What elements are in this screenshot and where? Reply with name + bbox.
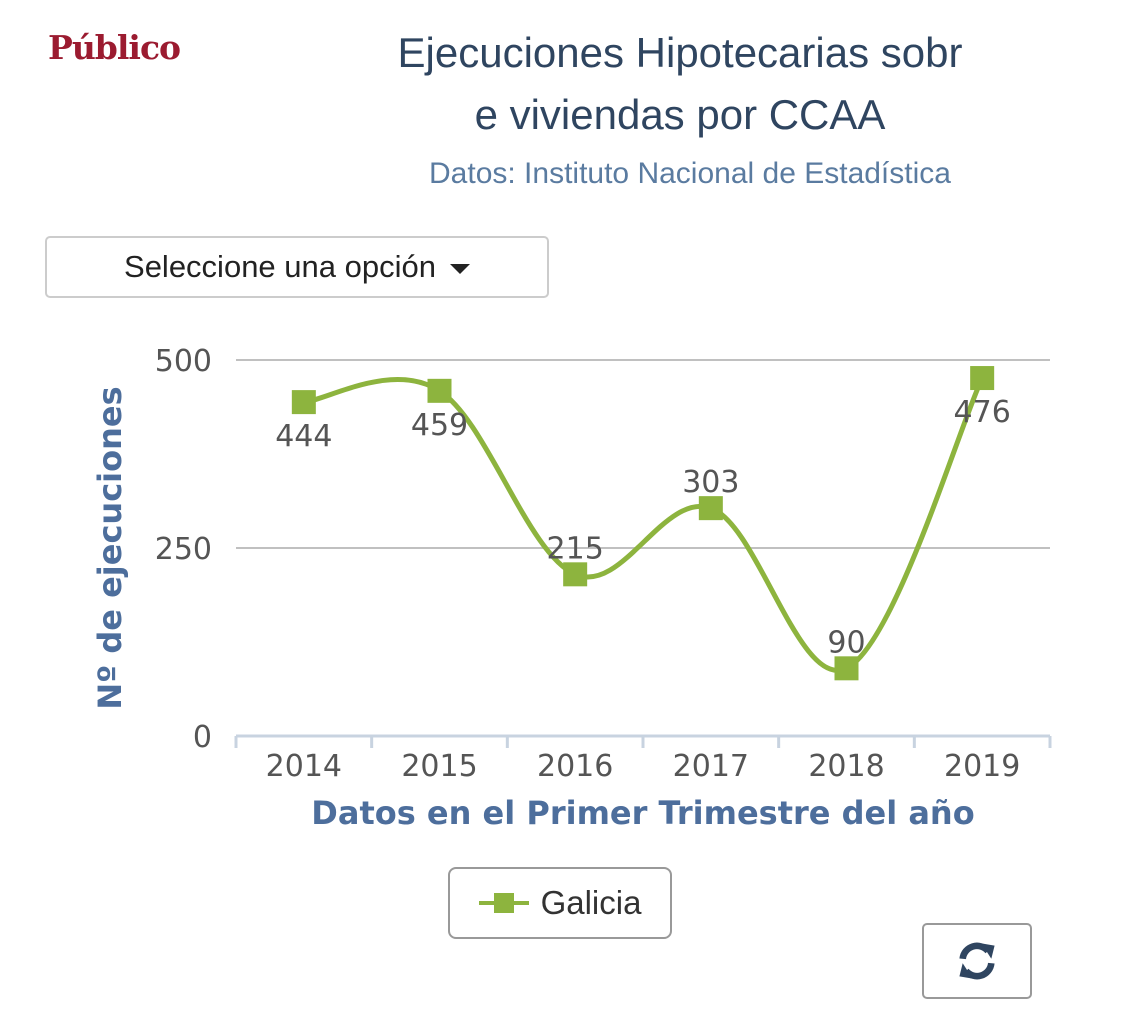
x-tick-label: 2018 xyxy=(808,749,884,784)
data-label: 476 xyxy=(954,395,1011,430)
chart-title-line-2: e viviendas por CCAA xyxy=(474,91,886,138)
region-select-label: Seleccione una opción xyxy=(124,249,436,284)
y-tick-label: 500 xyxy=(155,344,212,379)
x-tick-label: 2019 xyxy=(944,749,1020,784)
data-point-marker xyxy=(834,656,859,681)
legend-item-galicia[interactable]: Galicia xyxy=(448,867,672,939)
data-point-marker xyxy=(427,378,452,403)
x-axis-title: Datos en el Primer Trimestre del año xyxy=(311,794,974,832)
refresh-button[interactable] xyxy=(922,923,1032,999)
data-point-marker xyxy=(698,496,723,521)
y-tick-label: 250 xyxy=(155,532,212,567)
chart-title-line-1: Ejecuciones Hipotecarias sobr xyxy=(397,29,963,76)
x-tick-label: 2014 xyxy=(266,749,342,784)
region-select[interactable]: Seleccione una opción xyxy=(45,236,549,298)
data-point-marker xyxy=(563,562,588,587)
line-chart: 0 250 500 2014 2015 2016 2017 2018 2019 444 459 21… xyxy=(91,344,1052,832)
x-tick-label: 2016 xyxy=(537,749,613,784)
caret-down-icon xyxy=(449,264,470,274)
data-point-marker xyxy=(291,390,316,415)
series-line-galicia xyxy=(303,376,985,673)
x-tick-label: 2017 xyxy=(673,749,749,784)
refresh-icon xyxy=(959,942,995,980)
legend-square-marker-icon xyxy=(478,893,529,913)
data-label: 90 xyxy=(827,625,865,660)
chart-title: Ejecuciones Hipotecarias sobr e vivienda… xyxy=(330,22,1030,146)
data-label: 459 xyxy=(411,408,468,443)
data-label: 444 xyxy=(275,419,332,454)
x-tick-label: 2015 xyxy=(401,749,477,784)
legend-square xyxy=(493,893,514,913)
legend-label: Galicia xyxy=(540,884,642,921)
data-label: 215 xyxy=(547,531,604,566)
y-axis-title: Nº de ejecuciones xyxy=(91,386,129,709)
publico-logo[interactable]: Público xyxy=(48,28,181,67)
data-point-marker xyxy=(970,366,995,391)
y-tick-label: 0 xyxy=(193,720,212,755)
chart-subtitle: Datos: Instituto Nacional de Estadística xyxy=(429,157,951,190)
data-label: 303 xyxy=(682,465,739,500)
